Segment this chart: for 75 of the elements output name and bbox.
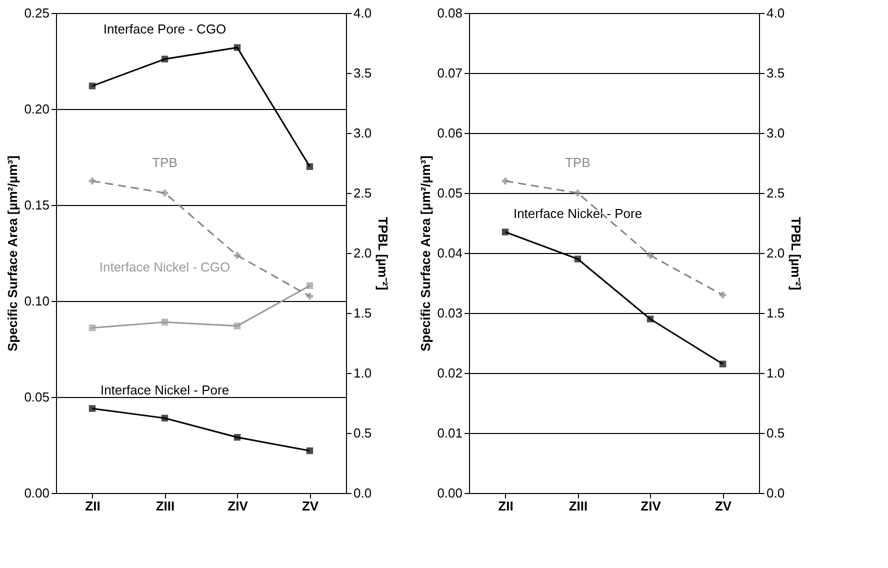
y2-tick-label: 0.5: [354, 426, 372, 440]
point: [306, 292, 314, 300]
y-tick-label: 0.08: [437, 6, 462, 20]
y2-tick-label: 4.0: [354, 6, 372, 20]
y2-tick-label: 3.0: [766, 126, 785, 140]
y2-tick-label: 3.5: [766, 66, 785, 80]
series-label: Interface Nickel - Pore: [100, 382, 230, 398]
series-label: TPB: [152, 155, 178, 170]
point: [646, 252, 654, 259]
point: [646, 316, 654, 322]
y-tick-label: 0.00: [437, 486, 462, 500]
x-tick-label: ZV: [302, 498, 319, 514]
y-tick-label: 0.15: [24, 198, 50, 212]
series-label: TPB: [565, 155, 590, 170]
point: [719, 360, 726, 368]
point: [234, 322, 241, 330]
y-tick-label: 0.10: [24, 294, 50, 308]
point: [161, 190, 168, 196]
y2-tick-label: 3.5: [354, 66, 372, 80]
y-tick-label: 0.20: [24, 102, 50, 116]
y2-tick-label: 1.5: [354, 306, 372, 320]
point: [88, 324, 96, 332]
y-tick-label: 0.25: [24, 6, 50, 20]
y2-tick-label: 2.0: [766, 246, 785, 260]
point: [502, 228, 509, 236]
y-axis-title: Specific Surface Area [µm²/µm³]: [418, 156, 434, 352]
y2-tick-label: 4.0: [766, 6, 785, 20]
point: [502, 178, 509, 184]
point: [306, 447, 314, 454]
y2-tick-label: 0.0: [766, 486, 785, 500]
x-tick-label: ZIII: [568, 498, 588, 514]
y-tick-label: 0.01: [437, 426, 462, 440]
x-tick-label: ZV: [714, 498, 732, 514]
point: [234, 434, 241, 441]
y-tick-label: 0.07: [437, 66, 462, 80]
x-tick-label: ZIII: [156, 498, 175, 514]
y2-tick-label: 0.0: [354, 486, 372, 500]
point: [719, 292, 726, 298]
point: [306, 163, 314, 170]
x-tick-label: ZIV: [640, 498, 662, 514]
y-tick-label: 0.03: [437, 306, 462, 320]
point: [88, 82, 96, 90]
point: [574, 190, 582, 196]
y2-axis-title: TPBL [µm⁻²]: [376, 216, 391, 290]
y2-tick-label: 1.0: [766, 366, 785, 380]
point: [161, 56, 168, 62]
point: [234, 252, 241, 259]
y2-tick-label: 2.5: [766, 186, 785, 200]
y-tick-label: 0.06: [437, 126, 462, 140]
y-axis-title: Specific Surface Area [µm²/µm³]: [5, 156, 20, 352]
y2-tick-label: 2.0: [354, 246, 372, 260]
y2-axis-title: TPBL [µm⁻²]: [788, 216, 804, 290]
point: [88, 405, 96, 412]
point: [161, 318, 168, 326]
point: [574, 256, 582, 262]
text: Interface Nickel - CGO: [99, 260, 230, 275]
y-tick-label: 0.00: [24, 486, 50, 500]
y2-tick-label: 1.0: [354, 366, 372, 380]
point: [234, 44, 241, 51]
point: [306, 282, 314, 289]
x-tick-label: ZII: [85, 498, 100, 514]
y2-tick-label: 3.0: [354, 126, 372, 140]
y2-tick-label: 1.5: [766, 306, 785, 320]
y-tick-label: 0.05: [24, 390, 50, 404]
y-tick-label: 0.02: [437, 366, 462, 380]
y-tick-label: 0.04: [437, 246, 462, 260]
point: [161, 414, 168, 422]
y2-tick-label: 2.5: [354, 186, 372, 200]
point: [88, 178, 96, 184]
series-label: Interface Nickel - Pore: [513, 206, 642, 221]
x-tick-label: ZII: [498, 498, 514, 514]
x-tick-label: ZIV: [228, 498, 248, 514]
series-label: Interface Pore - CGO: [103, 22, 226, 37]
y-tick-label: 0.05: [437, 186, 462, 200]
y2-tick-label: 0.5: [766, 426, 785, 440]
